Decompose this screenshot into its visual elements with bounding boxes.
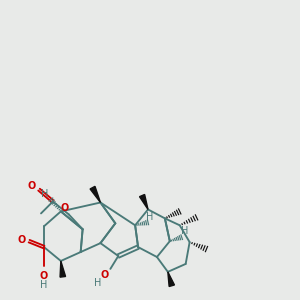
Polygon shape [168,272,175,286]
Text: H: H [146,212,154,222]
Text: O: O [17,235,25,245]
Polygon shape [90,186,101,203]
Text: O: O [61,203,69,214]
Text: H: H [94,278,101,288]
Polygon shape [60,261,66,277]
Text: H: H [181,226,188,236]
Polygon shape [140,194,148,209]
Text: O: O [28,181,36,191]
Text: H: H [40,280,48,290]
Text: O: O [100,270,109,280]
Text: H: H [41,189,49,199]
Text: O: O [40,271,48,281]
